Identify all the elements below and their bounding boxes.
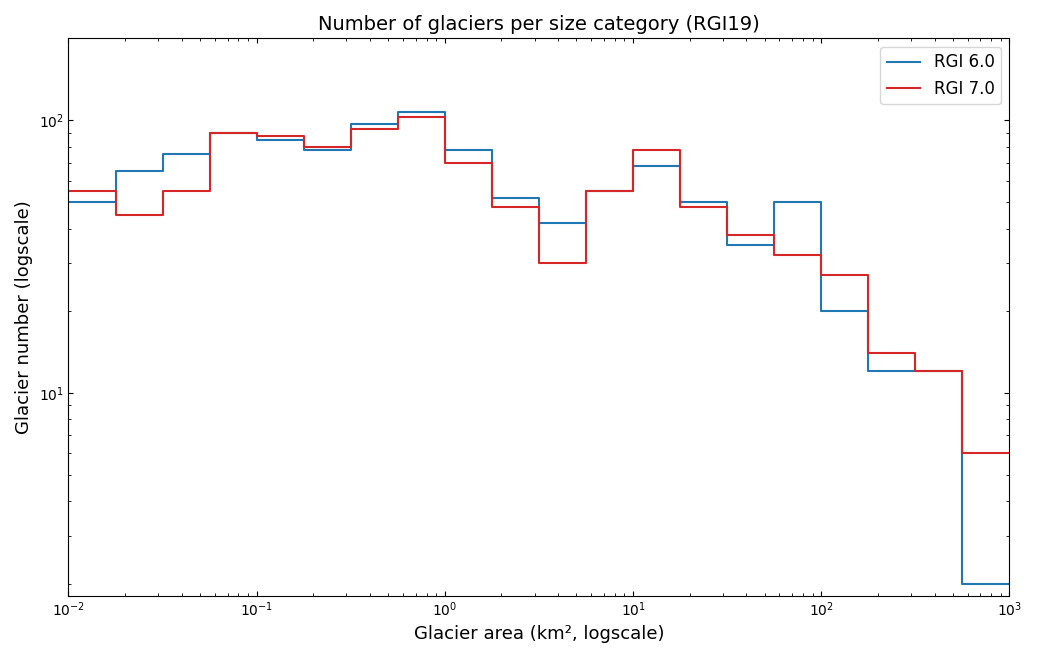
RGI 6.0 [956,367,969,375]
RGI 7.0 [956,449,969,457]
RGI 6.0 [533,219,545,227]
RGI 6.0 [157,167,169,175]
RGI 6.0 [580,188,592,195]
RGI 7.0 [626,146,639,154]
RGI 6.0 [721,241,733,249]
RGI 6.0 [298,136,310,143]
RGI 6.0 [485,194,498,202]
RGI 6.0 [768,241,781,249]
RGI 7.0 [674,203,686,211]
RGI 6.0 [203,151,216,159]
RGI 6.0 [626,188,639,195]
RGI 7.0 [157,188,169,195]
RGI 7.0 [344,125,357,133]
Title: Number of glaciers per size category (RGI19): Number of glaciers per size category (RG… [318,15,760,34]
Legend: RGI 6.0, RGI 7.0: RGI 6.0, RGI 7.0 [880,47,1001,105]
RGI 6.0 [109,199,121,207]
RGI 6.0 [439,146,451,154]
RGI 7.0 [862,272,874,280]
RGI 7.0 [768,251,781,259]
RGI 7.0 [1003,449,1015,457]
RGI 6.0 [580,219,592,227]
RGI 7.0 [157,211,169,219]
RGI 7.0 [392,113,404,121]
RGI 7.0 [862,349,874,357]
RGI 6.0 [250,136,262,143]
RGI 7.0 [956,367,969,375]
RGI 7.0 [439,159,451,166]
RGI 7.0 [298,143,310,151]
Y-axis label: Glacier number (logscale): Glacier number (logscale) [15,200,33,434]
RGI 6.0 [862,307,874,315]
RGI 6.0 [1003,580,1015,588]
RGI 6.0 [344,146,357,154]
RGI 7.0 [439,113,451,121]
Line: RGI 6.0: RGI 6.0 [68,113,1009,584]
RGI 6.0 [626,162,639,170]
RGI 7.0 [533,203,545,211]
RGI 7.0 [250,132,262,139]
RGI 7.0 [392,125,404,133]
X-axis label: Glacier area (km², logscale): Glacier area (km², logscale) [414,625,664,643]
Line: RGI 7.0: RGI 7.0 [68,117,1009,453]
RGI 6.0 [768,199,781,207]
RGI 7.0 [815,251,828,259]
RGI 7.0 [580,188,592,195]
RGI 6.0 [250,129,262,137]
RGI 7.0 [674,146,686,154]
RGI 6.0 [956,580,969,588]
RGI 7.0 [909,349,922,357]
RGI 7.0 [768,231,781,239]
RGI 6.0 [298,146,310,154]
RGI 7.0 [109,211,121,219]
RGI 6.0 [392,120,404,128]
RGI 7.0 [721,231,733,239]
RGI 6.0 [439,109,451,116]
RGI 6.0 [909,367,922,375]
RGI 6.0 [109,167,121,175]
RGI 6.0 [485,146,498,154]
RGI 6.0 [157,151,169,159]
RGI 7.0 [344,143,357,151]
RGI 6.0 [909,367,922,375]
RGI 6.0 [815,307,828,315]
RGI 6.0 [62,199,75,207]
RGI 7.0 [533,259,545,267]
RGI 7.0 [250,129,262,137]
RGI 7.0 [62,188,75,195]
RGI 7.0 [580,259,592,267]
RGI 7.0 [298,132,310,139]
RGI 6.0 [392,109,404,116]
RGI 6.0 [721,199,733,207]
RGI 7.0 [203,129,216,137]
RGI 6.0 [533,194,545,202]
RGI 7.0 [485,203,498,211]
RGI 7.0 [626,188,639,195]
RGI 6.0 [674,162,686,170]
RGI 6.0 [815,199,828,207]
RGI 6.0 [203,129,216,137]
RGI 7.0 [721,203,733,211]
RGI 7.0 [909,367,922,375]
RGI 7.0 [109,188,121,195]
RGI 7.0 [203,188,216,195]
RGI 6.0 [862,367,874,375]
RGI 7.0 [815,272,828,280]
RGI 7.0 [485,159,498,166]
RGI 6.0 [344,120,357,128]
RGI 6.0 [674,199,686,207]
